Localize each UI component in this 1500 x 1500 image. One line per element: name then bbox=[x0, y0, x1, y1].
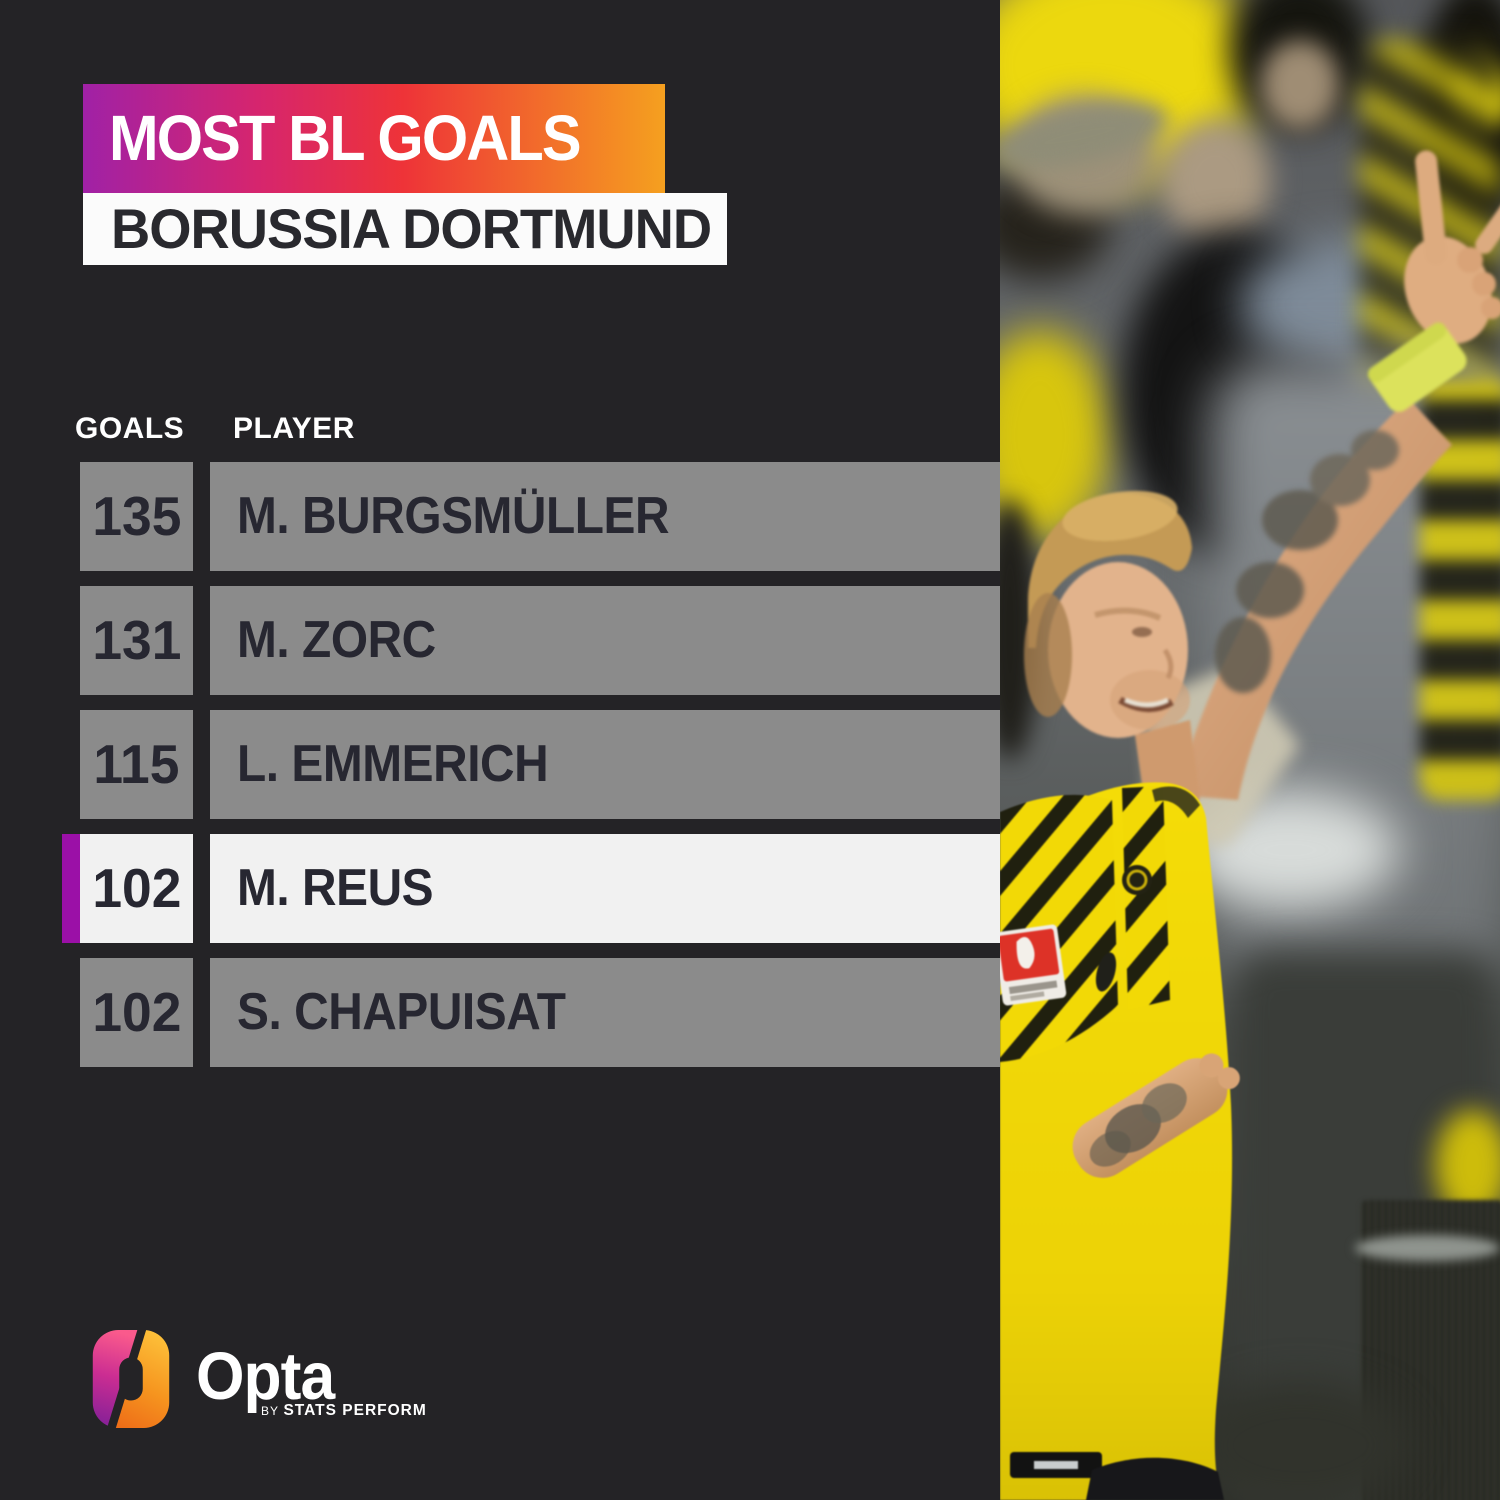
goals-cell: 102 bbox=[80, 834, 193, 943]
player-hand bbox=[1404, 150, 1500, 344]
player-name: M. ZORC bbox=[237, 611, 436, 669]
goals-value: 102 bbox=[91, 981, 181, 1043]
highlight-accent-bar bbox=[62, 834, 80, 943]
column-header-player: PLAYER bbox=[233, 412, 355, 445]
pointing-finger bbox=[1415, 150, 1447, 266]
table-row: 135 M. BURGSMÜLLER bbox=[80, 462, 1000, 571]
table-column-headers: GOALS PLAYER bbox=[0, 403, 1000, 455]
goals-table: 135 M. BURGSMÜLLER 131 M. ZORC 115 L. EM… bbox=[62, 462, 1000, 1082]
table-row: 115 L. EMMERICH bbox=[80, 710, 1000, 819]
team-subtitle: BORUSSIA DORTMUND bbox=[111, 197, 712, 260]
stats-panel: MOST BL GOALS BORUSSIA DORTMUND GOALS PL… bbox=[0, 84, 1000, 1428]
goals-cell: 135 bbox=[80, 462, 193, 571]
jersey-sleeve-stripes bbox=[1122, 786, 1170, 1010]
goals-value: 135 bbox=[91, 485, 181, 547]
goals-cell: 115 bbox=[80, 710, 193, 819]
goals-cell: 102 bbox=[80, 958, 193, 1067]
opta-wordmark: Opta bbox=[196, 1339, 335, 1414]
player-figure bbox=[1000, 150, 1500, 1500]
club-crest bbox=[1122, 865, 1152, 895]
player-name: M. BURGSMÜLLER bbox=[237, 487, 670, 545]
opta-tagline-by: BY bbox=[261, 1404, 280, 1418]
player-cell: M. BURGSMÜLLER bbox=[210, 462, 1000, 571]
arm-tattoos bbox=[1215, 430, 1399, 693]
brand-logo-mark bbox=[1095, 952, 1117, 992]
player-cell: L. EMMERICH bbox=[210, 710, 1000, 819]
player-name: L. EMMERICH bbox=[237, 735, 549, 793]
player-cell: M. REUS bbox=[210, 834, 1000, 943]
crowd-face-blob bbox=[1160, 120, 1270, 240]
player-cell: S. CHAPUISAT bbox=[210, 958, 1000, 1067]
floor-blob bbox=[1190, 1380, 1410, 1500]
wristband bbox=[1367, 322, 1467, 412]
player-head bbox=[1024, 490, 1200, 805]
jersey-collar bbox=[1152, 786, 1200, 818]
goals-value: 115 bbox=[93, 733, 180, 795]
crowd-face-blob bbox=[1260, 40, 1340, 130]
title-banner: MOST BL GOALS bbox=[83, 84, 665, 193]
opta-tagline: BY STATS PERFORM bbox=[261, 1402, 427, 1420]
player-cell: M. ZORC bbox=[210, 586, 1000, 695]
opta-logo-icon bbox=[92, 1330, 170, 1428]
goals-value: 102 bbox=[91, 857, 181, 919]
player-jersey bbox=[1000, 782, 1240, 1500]
goals-cell: 131 bbox=[80, 586, 193, 695]
table-row: 131 M. ZORC bbox=[80, 586, 1000, 695]
goals-value: 131 bbox=[91, 609, 181, 671]
page-title: MOST BL GOALS bbox=[109, 102, 582, 174]
player-photo bbox=[1000, 0, 1500, 1500]
player-name: M. REUS bbox=[237, 859, 434, 917]
opta-tagline-brand: STATS PERFORM bbox=[283, 1402, 427, 1419]
player-raised-arm bbox=[1175, 150, 1500, 800]
column-header-goals: GOALS bbox=[75, 412, 185, 445]
chair-edge-blob bbox=[1355, 1235, 1500, 1261]
player-shorts bbox=[1086, 1457, 1224, 1500]
player-eye bbox=[1132, 627, 1152, 637]
subtitle-bar: BORUSSIA DORTMUND bbox=[83, 193, 727, 265]
player-name: S. CHAPUISAT bbox=[237, 983, 566, 1041]
table-row: 102 S. CHAPUISAT bbox=[80, 958, 1000, 1067]
bundesliga-patch bbox=[1000, 924, 1067, 1006]
player-crossed-forearm bbox=[1072, 1053, 1240, 1178]
table-row-highlighted: 102 M. REUS bbox=[62, 834, 1000, 943]
